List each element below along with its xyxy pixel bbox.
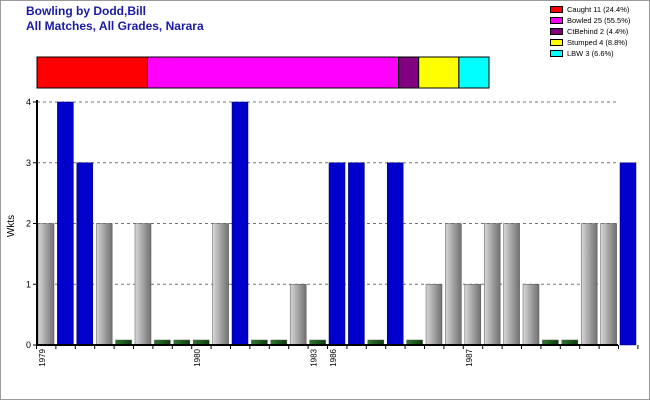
legend-item: Stumped 4 (8.8%) bbox=[550, 37, 630, 48]
bar bbox=[600, 223, 617, 346]
y-tick-label: 3 bbox=[26, 158, 31, 168]
bar bbox=[134, 223, 152, 346]
bar bbox=[289, 284, 307, 346]
dismissal-segment bbox=[398, 56, 420, 89]
legend-item: Caught 11 (24.4%) bbox=[550, 4, 630, 15]
chart-subtitle: All Matches, All Grades, Narara bbox=[26, 19, 204, 33]
bar bbox=[37, 223, 55, 346]
y-tick-label: 2 bbox=[26, 219, 31, 229]
bar bbox=[522, 284, 540, 346]
legend: Caught 11 (24.4%) Bowled 25 (55.5%) CtBehi… bbox=[550, 4, 630, 59]
bar bbox=[503, 223, 520, 346]
legend-label: Stumped 4 (8.8%) bbox=[567, 38, 628, 47]
legend-item: Bowled 25 (55.5%) bbox=[550, 15, 630, 26]
bar bbox=[328, 162, 346, 346]
legend-swatch bbox=[550, 6, 563, 13]
bar bbox=[483, 223, 501, 346]
bar bbox=[619, 162, 637, 346]
legend-label: CtBehind 2 (4.4%) bbox=[567, 27, 629, 36]
bar bbox=[386, 162, 404, 346]
x-tick-label: 1987 bbox=[465, 348, 474, 366]
x-tick-label: 1979 bbox=[38, 348, 47, 366]
bar bbox=[445, 223, 462, 346]
bar bbox=[95, 223, 113, 346]
legend-label: Caught 11 (24.4%) bbox=[567, 5, 630, 14]
bar bbox=[212, 223, 229, 346]
legend-swatch bbox=[550, 39, 563, 46]
x-tick-label: 1980 bbox=[193, 348, 202, 366]
legend-label: Bowled 25 (55.5%) bbox=[567, 16, 631, 25]
bar bbox=[348, 162, 365, 346]
dismissal-segment bbox=[418, 56, 460, 89]
bar bbox=[464, 284, 482, 346]
y-tick-label: 1 bbox=[26, 279, 31, 289]
legend-item: LBW 3 (6.6%) bbox=[550, 48, 630, 59]
legend-label: LBW 3 (6.6%) bbox=[567, 49, 614, 58]
y-axis-label: Wkts bbox=[6, 215, 17, 237]
dismissal-segment bbox=[146, 56, 400, 89]
legend-item: CtBehind 2 (4.4%) bbox=[550, 26, 630, 37]
bar bbox=[580, 223, 598, 346]
y-tick-label: 4 bbox=[26, 97, 31, 107]
bar bbox=[76, 162, 94, 346]
y-tick-label: 0 bbox=[26, 340, 31, 350]
bar bbox=[57, 101, 74, 346]
legend-swatch bbox=[550, 28, 563, 35]
dismissal-segment bbox=[36, 56, 148, 89]
dismissal-segment bbox=[458, 56, 490, 89]
bar bbox=[231, 101, 249, 346]
legend-swatch bbox=[550, 50, 563, 57]
x-tick-label: 1986 bbox=[329, 348, 338, 366]
chart-title: Bowling by Dodd,Bill bbox=[26, 4, 146, 18]
bar bbox=[425, 284, 443, 346]
x-tick-label: 1983 bbox=[310, 348, 319, 366]
legend-swatch bbox=[550, 17, 563, 24]
